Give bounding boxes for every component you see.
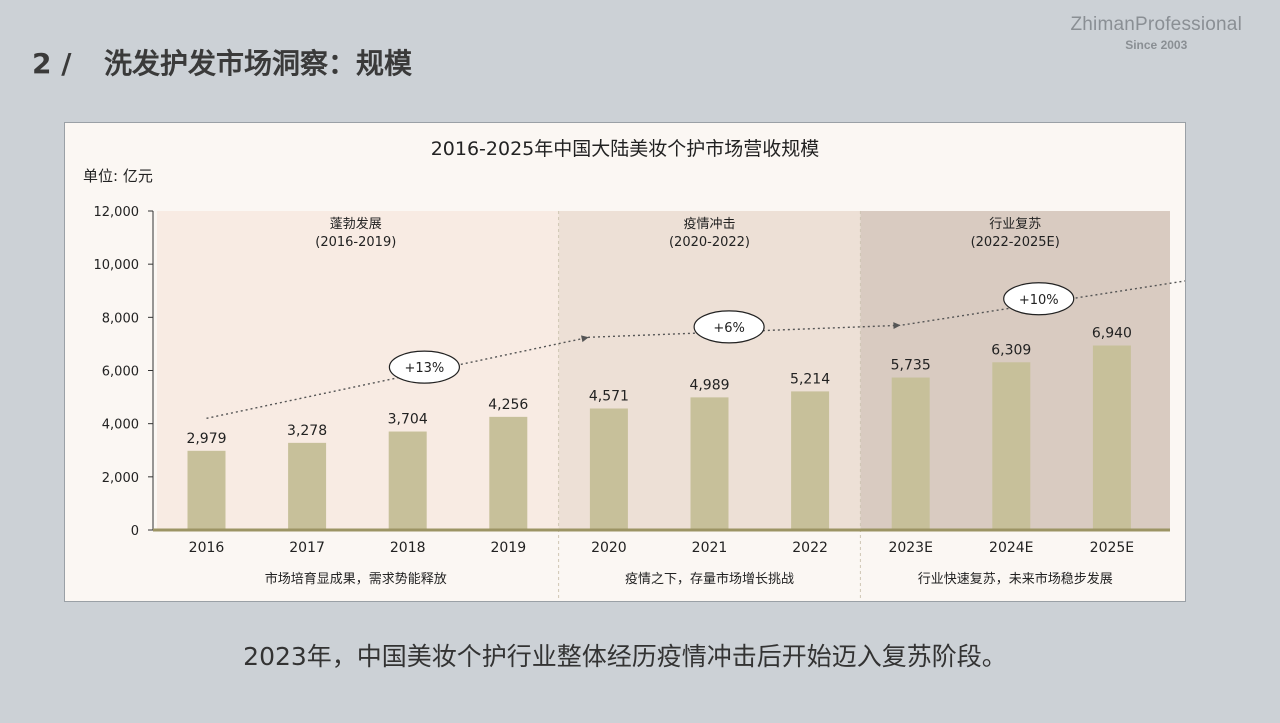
bar-value-label: 6,309 (991, 342, 1031, 358)
bar-2020 (589, 408, 628, 530)
phase-name: 行业复苏 (989, 216, 1041, 232)
phase-range: (2016-2019) (315, 235, 396, 250)
phase-note: 行业快速复苏，未来市场稳步发展 (918, 571, 1113, 587)
bar-value-label: 4,256 (488, 397, 528, 413)
y-tick-label: 10,000 (94, 258, 140, 273)
phase-range: (2020-2022) (669, 235, 750, 250)
slide-title-text: 洗发护发市场洞察：规模 (104, 47, 413, 80)
growth-label: +13% (405, 361, 445, 376)
x-tick-label: 2024E (989, 540, 1033, 556)
bar-2018 (388, 431, 427, 530)
x-tick-label: 2018 (390, 540, 426, 556)
growth-ellipse (693, 310, 765, 344)
growth-ellipse (1003, 282, 1075, 316)
y-tick-label: 8,000 (102, 311, 139, 326)
growth-ellipse (388, 350, 460, 384)
x-tick-label: 2025E (1090, 540, 1134, 556)
y-tick-label: 4,000 (102, 418, 139, 433)
bar-2019 (489, 416, 528, 530)
brand-name: ZhimanProfessional (1070, 14, 1242, 35)
y-tick-label: 2,000 (102, 471, 139, 486)
x-tick-label: 2022 (792, 540, 828, 556)
slide-number: 2 / (32, 47, 72, 80)
x-tick-label: 2019 (490, 540, 526, 556)
bar-2024E (992, 362, 1031, 530)
bar-2025E (1092, 345, 1131, 530)
bar-value-label: 3,278 (287, 423, 327, 439)
trend-arrowhead (581, 335, 589, 343)
phase-name: 蓬勃发展 (330, 216, 382, 232)
y-tick-label: 0 (131, 524, 139, 539)
slide-title: 2 / 洗发护发市场洞察：规模 (32, 42, 412, 82)
x-tick-label: 2016 (189, 540, 225, 556)
x-tick-label: 2023E (888, 540, 932, 556)
x-tick-label: 2021 (692, 540, 728, 556)
bar-value-label: 4,989 (689, 377, 729, 393)
slide-caption: 2023年，中国美妆个护行业整体经历疫情冲击后开始迈入复苏阶段。 (243, 642, 1007, 671)
chart-title: 2016-2025年中国大陆美妆个护市场营收规模 (431, 138, 820, 160)
bar-2016 (187, 450, 226, 530)
phase-range: (2022-2025E) (971, 235, 1060, 250)
growth-label: +6% (713, 321, 745, 336)
growth-label: +10% (1019, 293, 1059, 308)
x-tick-label: 2020 (591, 540, 627, 556)
trend-arrowhead (893, 322, 901, 330)
phase-note: 疫情之下，存量市场增长挑战 (625, 571, 794, 587)
chart-unit-label: 单位: 亿元 (83, 167, 153, 185)
bar-value-label: 2,979 (186, 431, 226, 447)
bar-2023E (891, 377, 930, 530)
y-tick-label: 12,000 (94, 205, 140, 220)
bar-value-label: 4,571 (589, 388, 629, 404)
phase-note: 市场培育显成果，需求势能释放 (265, 571, 447, 587)
x-tick-label: 2017 (289, 540, 325, 556)
bar-value-label: 5,735 (891, 358, 931, 374)
brand-since: Since 2003 (1125, 38, 1188, 52)
brand-logo: ZhimanProfessional Since 2003 (1070, 14, 1242, 52)
bar-value-label: 6,940 (1092, 326, 1132, 342)
bar-2021 (690, 397, 729, 530)
phase-name: 疫情冲击 (683, 216, 735, 232)
bar-value-label: 3,704 (388, 412, 428, 428)
bar-value-label: 5,214 (790, 371, 830, 387)
bar-2017 (288, 442, 327, 530)
y-tick-label: 6,000 (102, 365, 139, 380)
bar-2022 (791, 391, 830, 530)
chart-frame: 2016-2025年中国大陆美妆个护市场营收规模单位: 亿元 0 2,000 4,00… (64, 122, 1186, 602)
